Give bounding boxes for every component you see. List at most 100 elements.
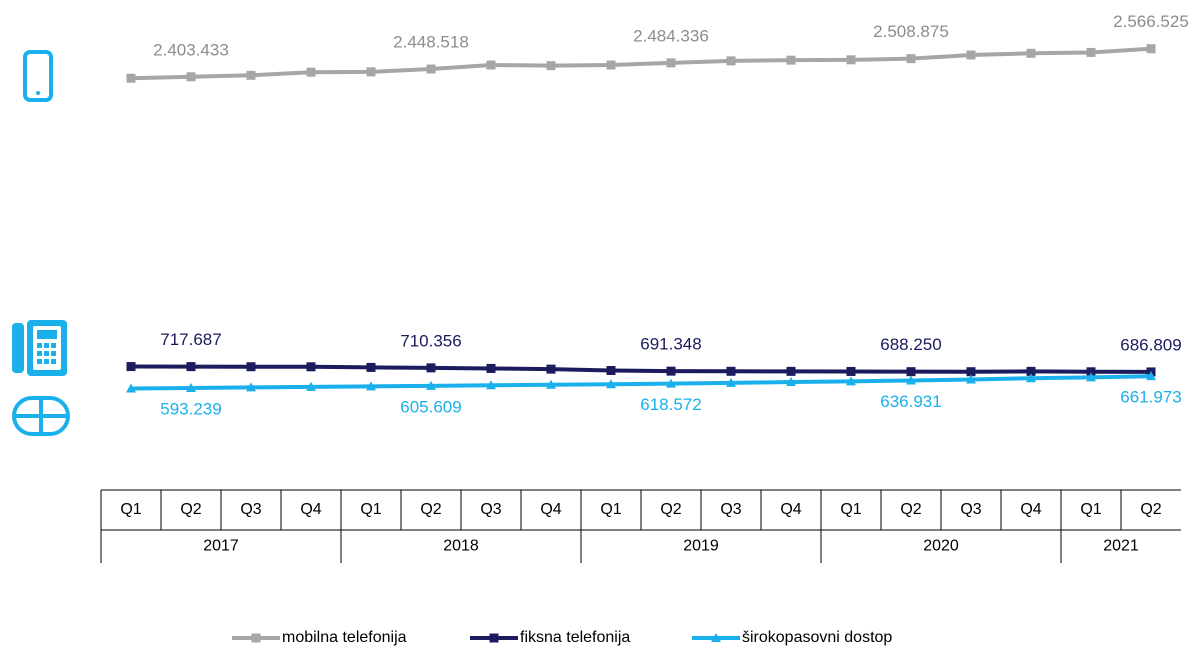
marker bbox=[966, 374, 976, 384]
x-tick-label: Q4 bbox=[300, 501, 321, 518]
x-group-label: 2021 bbox=[1103, 538, 1139, 555]
x-tick-label: Q2 bbox=[1140, 501, 1161, 518]
marker bbox=[906, 367, 916, 377]
marker bbox=[186, 383, 196, 393]
marker bbox=[726, 366, 736, 376]
marker bbox=[786, 55, 796, 65]
broadband-icon bbox=[12, 396, 70, 436]
marker bbox=[246, 70, 256, 80]
x-tick-label: Q1 bbox=[360, 501, 381, 518]
marker bbox=[366, 381, 376, 391]
data-label: 691.348 bbox=[640, 335, 701, 354]
marker bbox=[606, 60, 616, 70]
data-label: 2.403.433 bbox=[153, 40, 229, 59]
marker bbox=[666, 378, 676, 388]
data-label: 2.508.875 bbox=[873, 22, 949, 41]
marker bbox=[711, 633, 721, 642]
mobile-icon bbox=[23, 50, 53, 102]
data-label: 605.609 bbox=[400, 397, 461, 416]
marker bbox=[906, 375, 916, 385]
x-tick-label: Q3 bbox=[720, 501, 741, 518]
marker bbox=[1086, 372, 1096, 382]
marker bbox=[1086, 367, 1096, 377]
marker bbox=[366, 362, 376, 372]
x-tick-label: Q4 bbox=[780, 501, 801, 518]
x-tick-label: Q1 bbox=[600, 501, 621, 518]
marker bbox=[186, 362, 196, 372]
data-label: 618.572 bbox=[640, 395, 701, 414]
marker bbox=[966, 367, 976, 377]
data-label: 2.484.336 bbox=[633, 26, 709, 45]
x-group-label: 2017 bbox=[203, 538, 239, 555]
marker bbox=[666, 366, 676, 376]
x-tick-label: Q2 bbox=[420, 501, 441, 518]
marker bbox=[246, 382, 256, 392]
data-label: 636.931 bbox=[880, 392, 941, 411]
marker bbox=[1086, 47, 1096, 57]
marker bbox=[306, 381, 316, 391]
marker bbox=[126, 73, 136, 83]
series-line bbox=[130, 364, 1152, 374]
marker bbox=[126, 383, 136, 393]
series-line bbox=[130, 46, 1152, 81]
marker bbox=[486, 363, 496, 373]
marker bbox=[546, 364, 556, 374]
x-group-label: 2018 bbox=[443, 538, 479, 555]
x-tick-label: Q2 bbox=[660, 501, 681, 518]
x-tick-label: Q1 bbox=[1080, 501, 1101, 518]
x-tick-label: Q1 bbox=[120, 501, 141, 518]
series-line bbox=[130, 374, 1152, 391]
marker bbox=[186, 72, 196, 82]
data-label: 717.687 bbox=[160, 330, 221, 349]
marker bbox=[426, 64, 436, 74]
marker bbox=[906, 54, 916, 64]
marker bbox=[546, 61, 556, 71]
marker bbox=[786, 377, 796, 387]
marker bbox=[606, 366, 616, 376]
marker bbox=[1026, 366, 1036, 376]
marker bbox=[366, 67, 376, 77]
marker bbox=[786, 366, 796, 376]
data-label: 710.356 bbox=[400, 331, 461, 350]
x-group-label: 2020 bbox=[923, 538, 959, 555]
marker bbox=[726, 56, 736, 66]
data-label: 593.239 bbox=[160, 399, 221, 418]
legend-label: širokopasovni dostop bbox=[742, 629, 892, 646]
marker bbox=[251, 633, 261, 643]
marker bbox=[246, 362, 256, 372]
x-tick-label: Q3 bbox=[240, 501, 261, 518]
data-label: 686.809 bbox=[1120, 335, 1181, 354]
marker bbox=[1146, 371, 1156, 381]
x-tick-label: Q2 bbox=[900, 501, 921, 518]
x-group-label: 2019 bbox=[683, 538, 719, 555]
data-label: 2.566.525 bbox=[1113, 12, 1189, 31]
marker bbox=[726, 377, 736, 387]
data-label: 661.973 bbox=[1120, 388, 1181, 407]
marker bbox=[1026, 48, 1036, 58]
marker bbox=[426, 363, 436, 373]
marker bbox=[1146, 44, 1156, 54]
x-tick-label: Q3 bbox=[960, 501, 981, 518]
x-tick-label: Q2 bbox=[180, 501, 201, 518]
x-tick-label: Q3 bbox=[480, 501, 501, 518]
marker bbox=[546, 379, 556, 389]
marker bbox=[126, 362, 136, 372]
marker bbox=[306, 67, 316, 77]
marker bbox=[846, 366, 856, 376]
marker bbox=[666, 58, 676, 68]
marker bbox=[1026, 373, 1036, 383]
x-tick-label: Q4 bbox=[1020, 501, 1041, 518]
marker bbox=[486, 380, 496, 390]
marker bbox=[486, 60, 496, 70]
marker bbox=[426, 380, 436, 390]
marker bbox=[489, 633, 499, 643]
data-label: 688.250 bbox=[880, 335, 941, 354]
legend-label: fiksna telefonija bbox=[520, 629, 630, 646]
marker bbox=[606, 379, 616, 389]
marker bbox=[306, 362, 316, 372]
marker bbox=[846, 376, 856, 386]
x-tick-label: Q1 bbox=[840, 501, 861, 518]
legend-label: mobilna telefonija bbox=[282, 629, 407, 646]
landline-icon bbox=[12, 320, 67, 376]
